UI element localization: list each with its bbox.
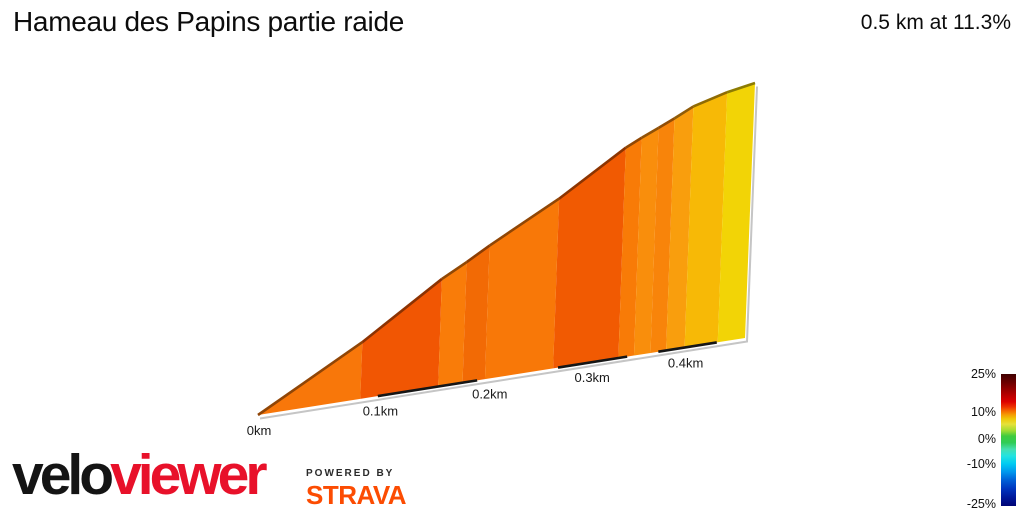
gradient-segment <box>438 262 467 387</box>
gradient-segment <box>650 118 675 353</box>
profile-top-edge <box>692 91 728 108</box>
profile-top-edge <box>625 136 643 149</box>
profile-top-edge <box>673 105 695 120</box>
page-title: Hameau des Papins partie raide <box>13 6 405 37</box>
gradient-segment <box>684 92 728 348</box>
x-axis-label: 0.2km <box>472 386 507 401</box>
logo-viewer-text: viewer <box>110 443 267 507</box>
gradient-segment <box>618 137 642 359</box>
profile-top-edge <box>558 146 627 200</box>
x-axis-label: 0.4km <box>668 355 703 370</box>
gradient-segment <box>717 83 755 343</box>
x-axis-label: 0.1km <box>363 404 398 419</box>
gradient-segment <box>666 106 694 351</box>
x-axis-label: 0km <box>247 423 272 438</box>
profile-top-edge <box>641 126 660 139</box>
veloviewer-logo: veloviewer <box>12 447 268 504</box>
x-axis-label: 0.3km <box>574 370 609 385</box>
profile-top-edge <box>361 277 443 344</box>
profile-top-edge <box>657 117 676 129</box>
powered-by-label: POWERED BY <box>306 468 395 479</box>
x-axis-dash <box>377 379 478 398</box>
gradient-segment <box>553 147 626 369</box>
gradient-segment <box>484 198 560 380</box>
profile-top-edge <box>441 260 468 281</box>
logo-velo-text: velo <box>12 443 114 507</box>
profile-shadow <box>259 86 758 420</box>
x-axis-dash <box>557 355 628 369</box>
gradient-segment <box>633 127 659 356</box>
strava-attribution: POWERED BY STRAVA <box>306 468 407 511</box>
gradient-segment <box>462 245 490 383</box>
x-axis-dash <box>658 341 717 353</box>
strava-logo: STRAVA <box>306 480 407 510</box>
profile-top-edge <box>257 341 364 417</box>
gradient-segment <box>360 278 442 399</box>
profile-top-edge <box>465 244 491 264</box>
climb-summary: 0.5 km at 11.3% <box>860 11 1011 34</box>
profile-top-edge <box>488 197 560 247</box>
profile-top-edge <box>726 81 756 94</box>
